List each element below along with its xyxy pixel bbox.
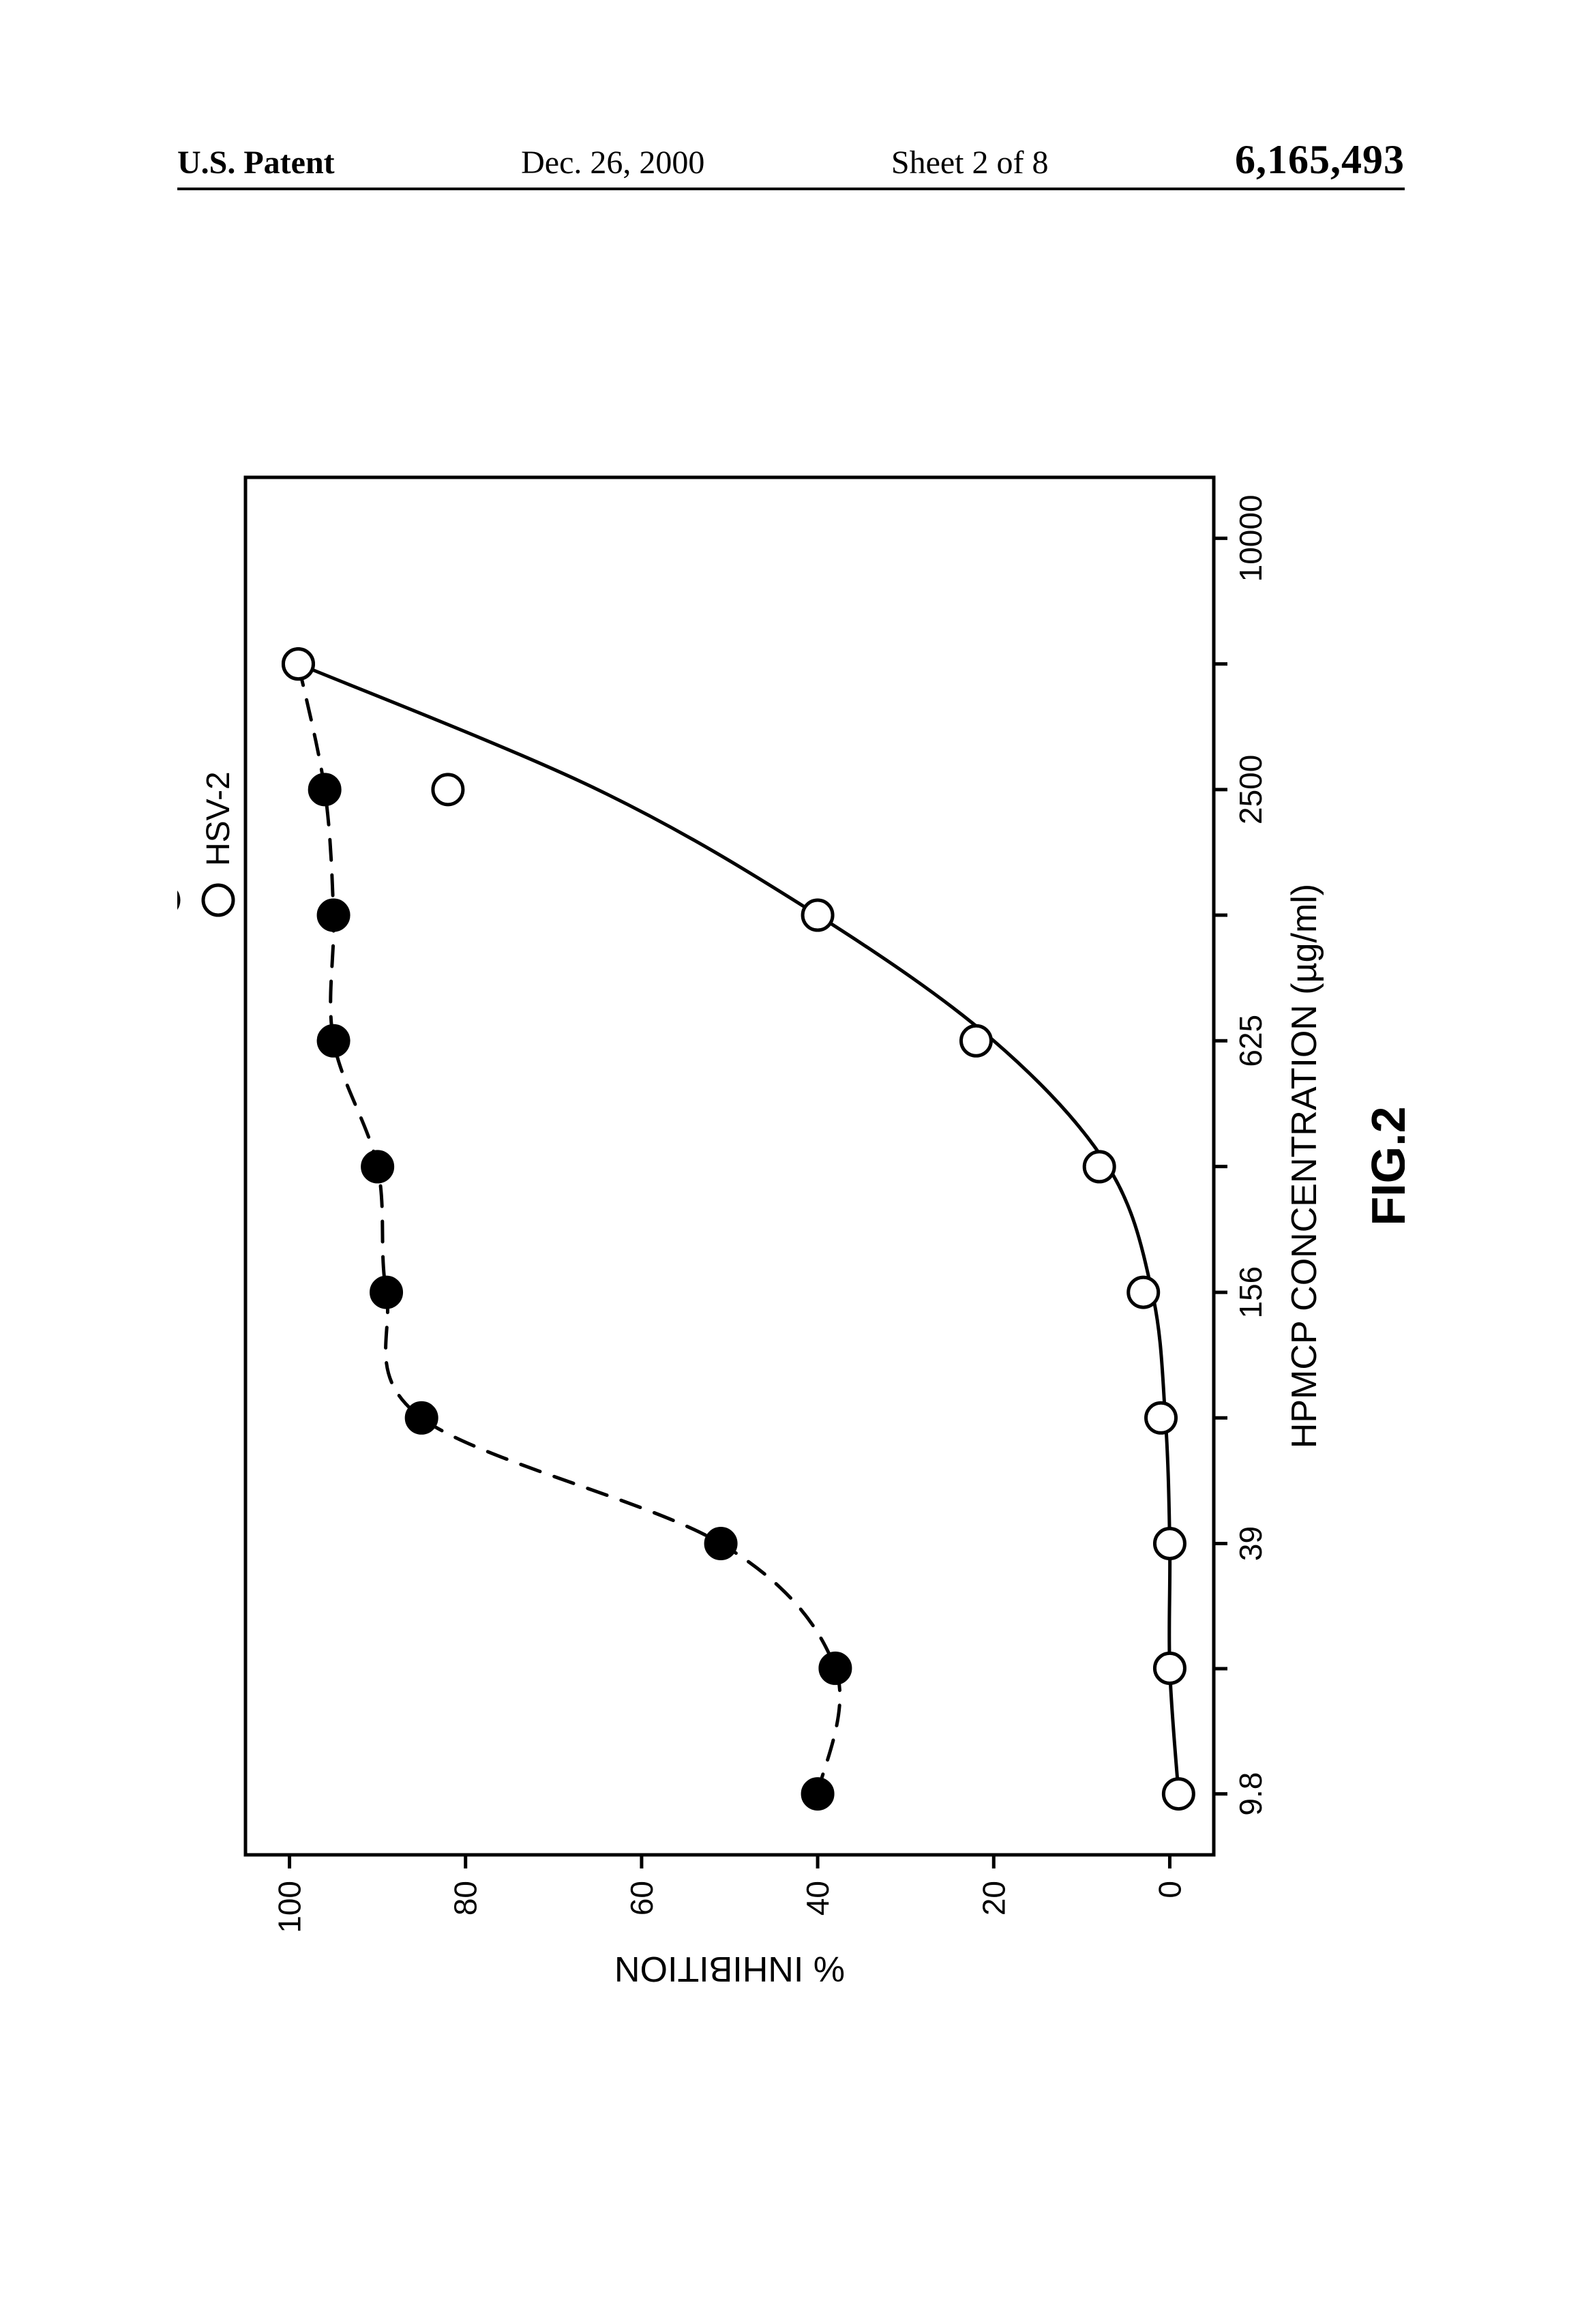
header-left: U.S. Patent	[177, 144, 335, 181]
svg-text:20: 20	[976, 1881, 1011, 1916]
svg-text:80: 80	[448, 1881, 483, 1916]
page-header: U.S. Patent Dec. 26, 2000 Sheet 2 of 8 6…	[177, 136, 1405, 183]
header-sheet: Sheet 2 of 8	[891, 144, 1049, 181]
svg-text:156: 156	[1233, 1266, 1268, 1319]
header-patent-number: 6,165,493	[1235, 136, 1405, 183]
svg-text:HSV-1: HSV-1	[177, 771, 182, 866]
svg-text:% INHIBITION: % INHIBITION	[614, 1949, 845, 1988]
patent-page: U.S. Patent Dec. 26, 2000 Sheet 2 of 8 6…	[0, 0, 1582, 2324]
header-date: Dec. 26, 2000	[521, 144, 704, 181]
svg-text:FIG.2: FIG.2	[1362, 1106, 1405, 1225]
svg-text:HSV-2: HSV-2	[200, 771, 237, 866]
svg-text:625: 625	[1233, 1015, 1268, 1067]
header-rule	[177, 188, 1405, 190]
svg-text:9.8: 9.8	[1233, 1772, 1268, 1816]
figure-container: 9.8 39 156 625 2500 10000 0 20 40 60 80 100 HPMCP CO…	[177, 341, 1405, 2114]
svg-text:2500: 2500	[1233, 755, 1268, 824]
svg-text:60: 60	[624, 1881, 659, 1916]
svg-text:10000: 10000	[1233, 494, 1268, 582]
svg-text:40: 40	[800, 1881, 835, 1916]
svg-text:39: 39	[1233, 1526, 1268, 1561]
svg-text:0: 0	[1152, 1881, 1187, 1898]
chart-svg: 9.8 39 156 625 2500 10000 0 20 40 60 80 100 HPMCP CO…	[177, 341, 1405, 2114]
svg-text:100: 100	[272, 1881, 308, 1933]
svg-text:HPMCP CONCENTRATION (µg/ml): HPMCP CONCENTRATION (µg/ml)	[1285, 884, 1324, 1448]
